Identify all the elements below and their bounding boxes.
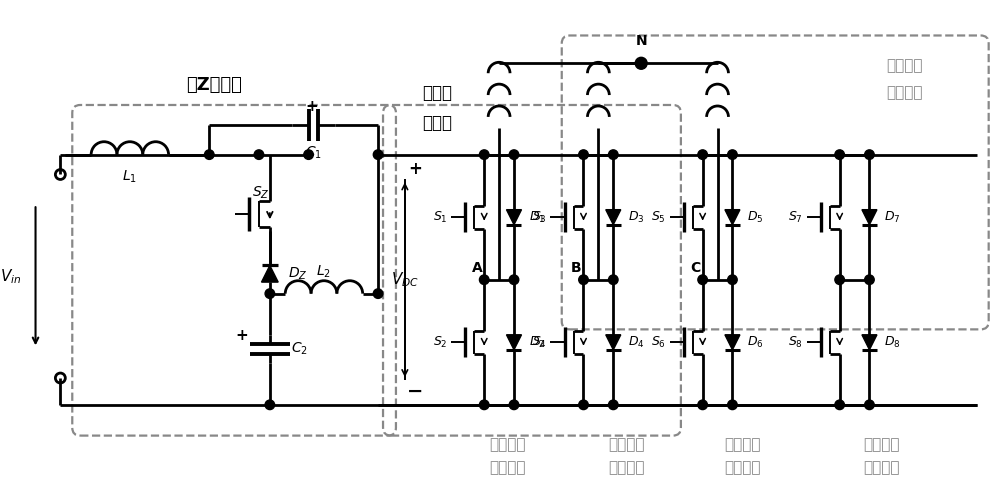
Circle shape: [509, 275, 519, 285]
Circle shape: [865, 400, 874, 409]
Text: 准Z源单元: 准Z源单元: [186, 76, 242, 94]
Text: $S_1$: $S_1$: [433, 210, 448, 225]
Text: $D_6$: $D_6$: [747, 335, 764, 350]
Circle shape: [265, 400, 275, 409]
Circle shape: [728, 275, 737, 285]
Text: +: +: [236, 328, 248, 343]
Circle shape: [698, 275, 707, 285]
Circle shape: [728, 400, 737, 409]
Circle shape: [579, 150, 588, 159]
Circle shape: [579, 275, 588, 285]
Polygon shape: [506, 210, 521, 225]
Circle shape: [509, 150, 519, 159]
Text: B: B: [571, 261, 582, 275]
Circle shape: [254, 150, 264, 159]
Text: $C_1$: $C_1$: [305, 144, 322, 161]
Circle shape: [265, 289, 275, 299]
Polygon shape: [506, 335, 521, 350]
Text: N: N: [635, 34, 647, 48]
Text: $S_3$: $S_3$: [532, 210, 547, 225]
Text: +: +: [408, 160, 422, 178]
Text: $D_3$: $D_3$: [628, 210, 645, 225]
Polygon shape: [862, 335, 877, 350]
Polygon shape: [725, 335, 740, 350]
Text: $D_5$: $D_5$: [747, 210, 764, 225]
Circle shape: [865, 150, 874, 159]
Polygon shape: [262, 265, 278, 282]
Text: 磁阔电机: 磁阔电机: [886, 86, 923, 101]
Text: $C_2$: $C_2$: [291, 341, 308, 357]
Text: 变换单元: 变换单元: [724, 460, 761, 475]
Text: $S_4$: $S_4$: [532, 335, 547, 350]
Text: $V_{in}$: $V_{in}$: [0, 267, 21, 286]
Text: $D_Z$: $D_Z$: [288, 266, 307, 282]
Circle shape: [835, 150, 844, 159]
Text: $L_1$: $L_1$: [122, 168, 137, 185]
Polygon shape: [725, 210, 740, 225]
Circle shape: [479, 275, 489, 285]
Text: C: C: [691, 261, 701, 275]
Text: $S_2$: $S_2$: [433, 335, 448, 350]
Text: 三相开关: 三相开关: [886, 58, 923, 73]
Circle shape: [373, 289, 383, 299]
Text: $S_8$: $S_8$: [788, 335, 803, 350]
Circle shape: [609, 150, 618, 159]
Text: +: +: [305, 100, 318, 115]
Text: $D_1$: $D_1$: [529, 210, 545, 225]
Text: 变换单元: 变换单元: [489, 460, 525, 475]
Circle shape: [479, 400, 489, 409]
Text: 第一功率: 第一功率: [489, 437, 525, 452]
Circle shape: [304, 150, 313, 159]
Circle shape: [698, 400, 707, 409]
Circle shape: [865, 275, 874, 285]
Text: 变换单元: 变换单元: [863, 460, 900, 475]
Text: $D_2$: $D_2$: [529, 335, 545, 350]
Text: $S_6$: $S_6$: [651, 335, 666, 350]
Text: $L_2$: $L_2$: [316, 264, 331, 280]
Polygon shape: [606, 210, 621, 225]
Text: 第三功率: 第三功率: [724, 437, 761, 452]
Circle shape: [579, 400, 588, 409]
Text: $S_7$: $S_7$: [788, 210, 803, 225]
Text: $D_4$: $D_4$: [628, 335, 645, 350]
Circle shape: [728, 150, 737, 159]
Text: 第二功率: 第二功率: [608, 437, 645, 452]
Text: 第四功率: 第四功率: [863, 437, 900, 452]
Text: $S_5$: $S_5$: [651, 210, 666, 225]
Circle shape: [609, 400, 618, 409]
Text: $D_8$: $D_8$: [884, 335, 901, 350]
Circle shape: [509, 400, 519, 409]
Circle shape: [698, 150, 707, 159]
Circle shape: [373, 150, 383, 159]
Circle shape: [479, 150, 489, 159]
Polygon shape: [862, 210, 877, 225]
Text: −: −: [407, 381, 423, 400]
Text: 模块化: 模块化: [423, 84, 453, 102]
Text: $S_Z$: $S_Z$: [252, 184, 270, 200]
Circle shape: [635, 57, 647, 69]
Text: 变换单元: 变换单元: [608, 460, 645, 475]
Text: 变换器: 变换器: [423, 114, 453, 132]
Circle shape: [609, 275, 618, 285]
Circle shape: [835, 275, 844, 285]
Circle shape: [205, 150, 214, 159]
Circle shape: [835, 400, 844, 409]
Text: $D_7$: $D_7$: [884, 210, 901, 225]
Polygon shape: [606, 335, 621, 350]
Text: $V_{DC}$: $V_{DC}$: [391, 271, 419, 289]
Text: A: A: [472, 261, 483, 275]
